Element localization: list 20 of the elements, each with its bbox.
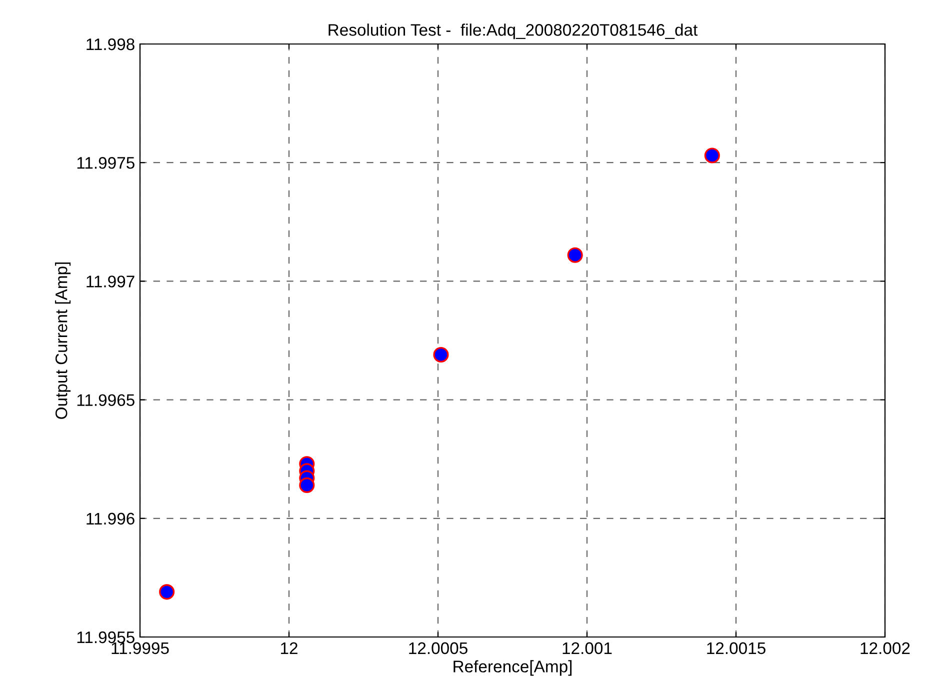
x-tick-label: 12.0015 bbox=[707, 642, 766, 654]
point bbox=[704, 148, 720, 164]
x-tick-label: 12 bbox=[281, 642, 298, 654]
point bbox=[159, 584, 175, 600]
point bbox=[433, 346, 449, 363]
point bbox=[567, 247, 583, 263]
y-tick-label: 11.998 bbox=[86, 38, 134, 50]
x-axis-title: Reference[Amp] bbox=[454, 660, 572, 676]
y-tick-label: 11.997 bbox=[86, 276, 134, 288]
chart-title: Resolution Test - file:Adq_20080220T081546_dat bbox=[328, 24, 698, 40]
y-tick-label: 11.9955 bbox=[77, 631, 134, 644]
y-axis-title: Output Current [Amp] bbox=[55, 262, 71, 419]
y-tick-label: 11.996 bbox=[86, 512, 134, 525]
x-tick-label: 12.0005 bbox=[409, 642, 468, 654]
x-tick-label: 11.9995 bbox=[112, 642, 169, 654]
y-tick-label: 11.9975 bbox=[77, 157, 134, 169]
x-tick-label: 12.001 bbox=[562, 642, 612, 654]
point bbox=[299, 477, 315, 493]
y-tick-label: 11.9965 bbox=[77, 394, 134, 406]
x-tick-label: 12.002 bbox=[860, 642, 910, 654]
